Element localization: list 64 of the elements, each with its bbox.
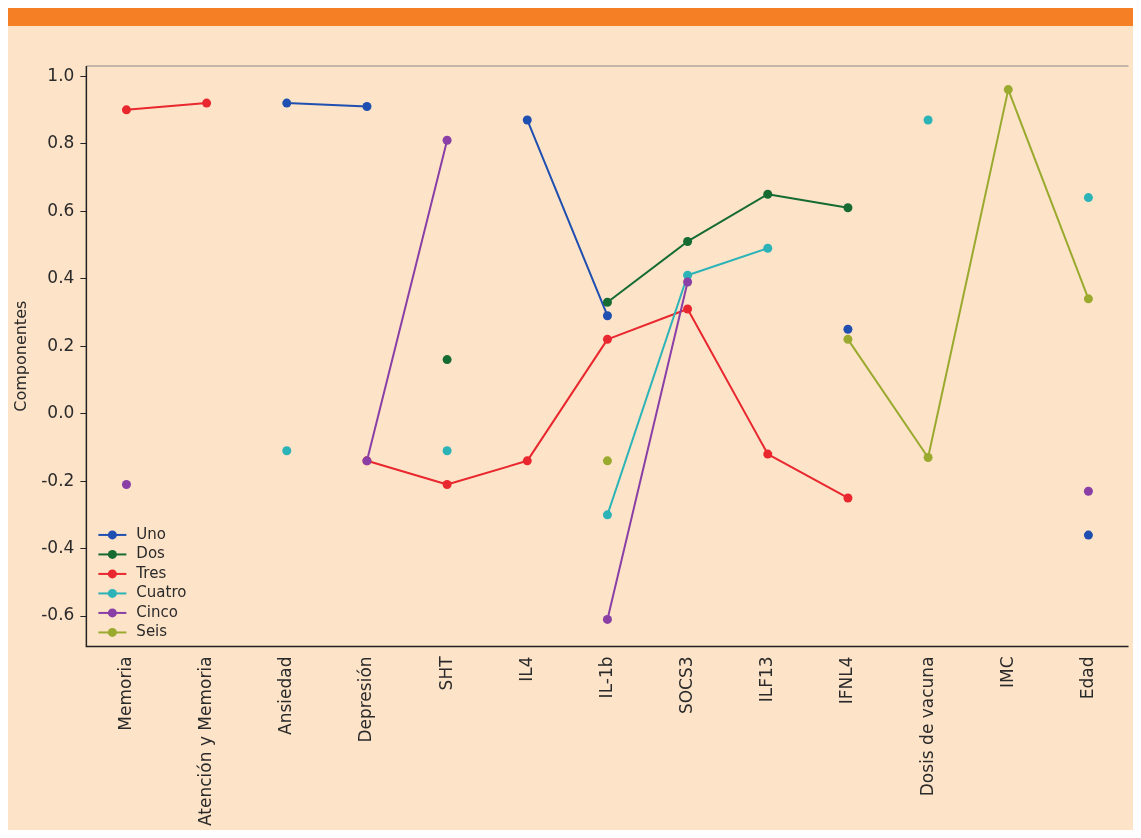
y-axis-title: Componentes — [10, 300, 30, 412]
x-tick-label: IMC — [996, 656, 1017, 688]
x-tick-label: IFNL4 — [836, 656, 857, 705]
point — [763, 449, 773, 459]
x-tick-label: Edad — [1076, 656, 1097, 700]
point — [683, 277, 693, 287]
x-tick-label: IL-1b — [595, 656, 616, 699]
legend-label: Cinco — [136, 602, 178, 621]
point — [843, 493, 853, 503]
point — [843, 324, 853, 334]
point — [763, 189, 773, 199]
y-tick-label: -0.6 — [41, 604, 75, 625]
point — [1003, 85, 1013, 95]
point — [282, 98, 292, 108]
y-tick-label: 0.8 — [47, 132, 75, 153]
y-tick-label: 0.0 — [47, 402, 75, 423]
point — [683, 304, 693, 314]
legend-label: Seis — [136, 622, 168, 641]
x-tick-label: IL4 — [515, 656, 536, 682]
legend-label: Dos — [136, 544, 166, 563]
point — [442, 355, 452, 365]
x-tick-label: SHT — [435, 655, 456, 691]
point — [1083, 530, 1093, 540]
point — [602, 510, 612, 520]
y-tick-label: -0.2 — [41, 469, 75, 490]
y-tick-label: 0.6 — [47, 199, 75, 220]
point — [522, 115, 532, 125]
point — [522, 456, 532, 466]
legend-label: Uno — [136, 524, 167, 543]
point — [282, 446, 292, 456]
point — [923, 452, 933, 462]
x-tick-label: Depresión — [355, 656, 376, 743]
point — [602, 297, 612, 307]
y-tick-label: -0.4 — [41, 537, 75, 557]
x-tick-label: Ansiedad — [275, 656, 296, 735]
point — [362, 102, 372, 111]
x-tick-label: Atención y Memoria — [195, 656, 216, 826]
point — [121, 105, 131, 115]
legend-label: Cuatro — [136, 583, 187, 602]
point — [602, 456, 612, 466]
point — [442, 446, 452, 456]
point — [1083, 486, 1093, 496]
point — [442, 135, 452, 145]
y-tick-label: 1.0 — [47, 64, 75, 85]
point — [1083, 294, 1093, 304]
point — [121, 479, 131, 489]
y-tick-label: 0.2 — [47, 334, 75, 355]
point — [602, 614, 612, 624]
legend-label: Tres — [135, 563, 167, 582]
y-tick-label: 0.4 — [47, 267, 75, 288]
point — [202, 98, 212, 108]
x-tick-label: Dosis de vacuna — [916, 656, 937, 797]
x-tick-label: SOCS3 — [676, 656, 697, 715]
point — [843, 203, 853, 213]
point — [602, 334, 612, 344]
point — [763, 243, 773, 253]
point — [923, 115, 933, 125]
point — [843, 334, 853, 344]
x-tick-label: Memoria — [114, 656, 135, 731]
point — [442, 479, 452, 489]
x-tick-label: ILF13 — [756, 656, 777, 703]
point — [602, 311, 612, 321]
point — [683, 236, 693, 246]
point — [1083, 193, 1093, 203]
